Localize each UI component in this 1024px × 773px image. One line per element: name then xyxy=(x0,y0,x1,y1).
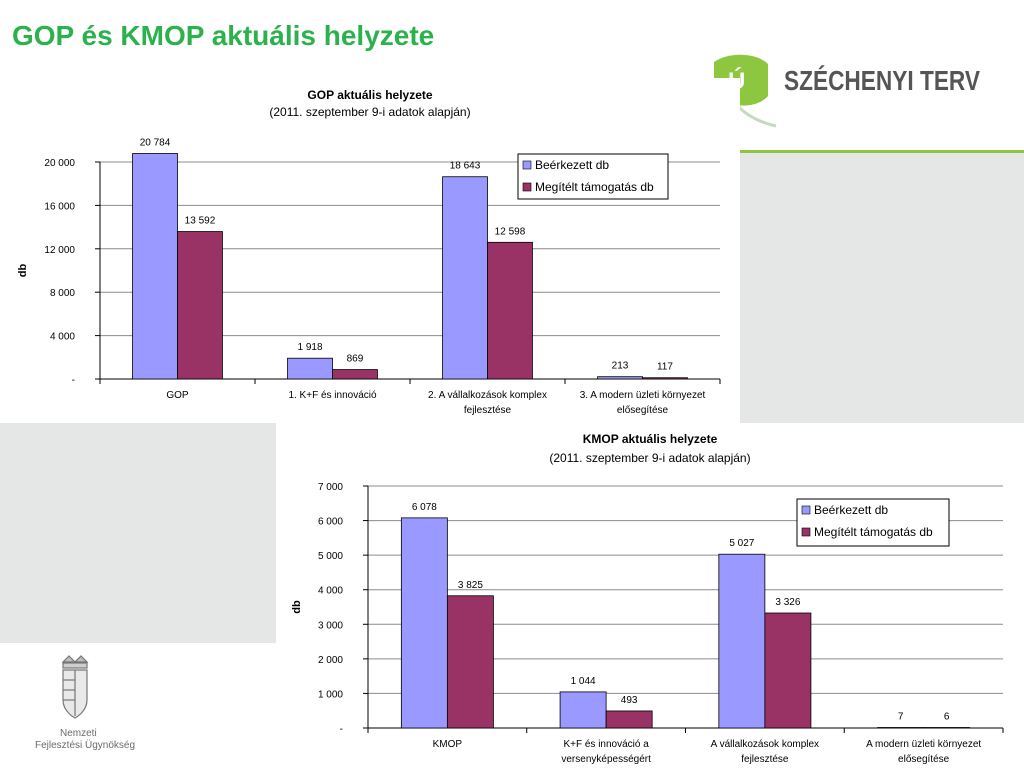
data-label: 6 078 xyxy=(412,502,437,513)
org-name-line1: Nemzeti xyxy=(60,728,97,739)
bar xyxy=(446,595,494,729)
bar xyxy=(287,357,333,380)
data-label: 5 027 xyxy=(729,538,754,549)
org-name-line2: Fejlesztési Ügynökség xyxy=(35,739,135,751)
kmop-chart-panel: KMOP aktuális helyzete (2011. szeptember … xyxy=(276,423,1024,768)
data-label: 13 592 xyxy=(185,216,216,227)
y-tick-label: 4 000 xyxy=(318,586,343,597)
data-label: 869 xyxy=(347,354,364,365)
y-tick-label: 6 000 xyxy=(318,517,343,528)
kmop-chart: KMOP aktuális helyzete (2011. szeptember … xyxy=(291,432,1004,765)
data-label: 3 825 xyxy=(458,580,483,591)
legend-label: Megítélt támogatás db xyxy=(814,525,933,539)
bar xyxy=(877,727,925,729)
y-tick-label: 1 000 xyxy=(318,689,343,700)
y-tick-label: 2 000 xyxy=(318,655,343,666)
legend-label: Beérkezett db xyxy=(814,503,888,517)
szechenyi-terv-logo: Ú SZÉCHENYI TERV xyxy=(714,54,980,128)
bar xyxy=(764,612,812,729)
bar xyxy=(597,376,643,380)
data-label: 117 xyxy=(657,362,673,373)
legend-label: Megítélt támogatás db xyxy=(535,180,654,194)
x-tick-label: GOP xyxy=(166,390,189,401)
bar xyxy=(605,710,653,729)
bar xyxy=(642,377,688,380)
y-axis-label: db xyxy=(17,264,29,278)
bar xyxy=(923,727,971,729)
accent-line xyxy=(740,150,1024,153)
bar xyxy=(400,517,448,729)
y-tick-label: 5 000 xyxy=(318,551,343,562)
y-tick-label: - xyxy=(340,724,343,735)
x-tick-label: elősegítése xyxy=(898,754,950,765)
x-tick-label: fejlesztése xyxy=(741,754,789,765)
coat-of-arms-icon xyxy=(61,655,89,719)
data-label: 20 784 xyxy=(140,137,171,148)
legend-swatch xyxy=(522,160,532,170)
legend-swatch xyxy=(801,505,811,515)
data-label: 3 326 xyxy=(775,597,800,608)
nfu-emblem: Nemzeti Fejlesztési Ügynökség xyxy=(35,655,135,751)
gray-panel-left xyxy=(0,423,276,643)
bar xyxy=(177,231,223,380)
page-title: GOP és KMOP aktuális helyzete xyxy=(12,20,435,51)
bar xyxy=(132,153,178,380)
x-tick-label: fejlesztése xyxy=(464,405,512,416)
bar xyxy=(559,691,607,729)
x-tick-label: 3. A modern üzleti környezet xyxy=(580,390,706,401)
data-label: 18 643 xyxy=(450,161,481,172)
x-tick-label: 1. K+F és innováció xyxy=(288,390,377,401)
bar xyxy=(332,369,378,380)
chart-subtitle: (2011. szeptember 9-i adatok alapján) xyxy=(549,451,750,465)
chart-title: GOP aktuális helyzete xyxy=(307,88,432,102)
data-label: 213 xyxy=(612,361,629,372)
x-tick-label: A vállalkozások komplex xyxy=(711,739,819,750)
gop-chart: GOP aktuális helyzete (2011. szeptember 9… xyxy=(17,88,721,416)
x-tick-label: K+F és innováció a xyxy=(563,739,649,750)
legend-swatch xyxy=(801,527,811,537)
data-label: 1 918 xyxy=(298,342,323,353)
bar xyxy=(487,241,533,380)
bar xyxy=(718,553,766,729)
y-tick-label: 8 000 xyxy=(50,288,75,299)
data-label: 1 044 xyxy=(571,676,596,687)
y-tick-label: 4 000 xyxy=(50,332,75,343)
data-label: 6 xyxy=(944,712,950,723)
legend-box xyxy=(796,498,950,547)
y-axis-label: db xyxy=(291,600,303,614)
bar xyxy=(442,176,488,380)
x-tick-label: versenyképességért xyxy=(561,754,651,765)
x-tick-label: elősegítése xyxy=(617,405,669,416)
data-label: 493 xyxy=(621,695,638,706)
data-label: 12 598 xyxy=(495,226,526,237)
y-tick-label: 16 000 xyxy=(44,201,75,212)
x-tick-label: KMOP xyxy=(433,739,463,750)
legend-label: Beérkezett db xyxy=(535,158,609,172)
gop-chart-panel: GOP aktuális helyzete (2011. szeptember 9… xyxy=(0,78,740,423)
chart-title: KMOP aktuális helyzete xyxy=(583,432,718,446)
data-label: 7 xyxy=(898,712,904,723)
chart-subtitle: (2011. szeptember 9-i adatok alapján) xyxy=(269,105,470,119)
legend-box xyxy=(517,153,669,200)
y-tick-label: 12 000 xyxy=(44,245,75,256)
x-tick-label: 2. A vállalkozások komplex xyxy=(428,390,547,401)
y-tick-label: 20 000 xyxy=(44,158,75,169)
y-tick-label: 7 000 xyxy=(318,482,343,493)
legend-swatch xyxy=(522,182,532,192)
logo-text: SZÉCHENYI TERV xyxy=(784,65,980,96)
x-tick-label: A modern üzleti környezet xyxy=(866,739,981,750)
y-tick-label: - xyxy=(72,375,75,386)
y-tick-label: 3 000 xyxy=(318,620,343,631)
